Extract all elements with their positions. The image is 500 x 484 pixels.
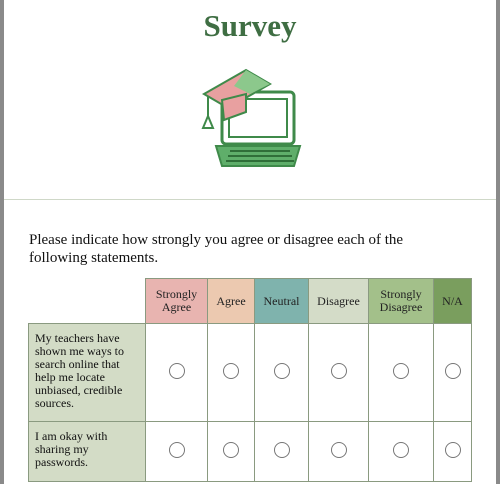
likert-table: Strongly Agree Agree Neutral Disagree Strong… bbox=[28, 278, 472, 482]
radio-button[interactable] bbox=[168, 441, 185, 458]
radio-button[interactable] bbox=[168, 362, 185, 379]
column-header: Disagree bbox=[308, 278, 369, 324]
radio-button[interactable] bbox=[393, 362, 409, 379]
option-cell bbox=[254, 421, 309, 482]
radio-button[interactable] bbox=[444, 362, 461, 379]
option-cell bbox=[308, 421, 369, 482]
radio-button[interactable] bbox=[393, 441, 409, 458]
column-header: Strongly Disagree bbox=[368, 278, 434, 324]
option-cell bbox=[368, 421, 434, 482]
radio-button[interactable] bbox=[223, 441, 239, 458]
option-cell bbox=[308, 323, 369, 422]
statement: I am okay with sharing my passwords. bbox=[28, 421, 146, 482]
column-header: Agree bbox=[207, 278, 255, 324]
survey-page: Survey Please indicate how strongly you … bbox=[4, 0, 496, 484]
statement: My teachers have shown me ways to search… bbox=[28, 323, 146, 422]
option-cell bbox=[254, 323, 309, 422]
radio-button[interactable] bbox=[330, 441, 347, 458]
option-cell bbox=[368, 323, 434, 422]
column-header: N/A bbox=[433, 278, 472, 324]
corner-cell bbox=[28, 278, 146, 324]
option-cell bbox=[433, 323, 472, 422]
laptop-cap-icon bbox=[201, 68, 302, 167]
radio-button[interactable] bbox=[444, 441, 461, 458]
instructions: Please indicate how strongly you agree o… bbox=[29, 232, 404, 266]
column-header: Strongly Agree bbox=[145, 278, 208, 324]
table-body: My teachers have shown me ways to search… bbox=[28, 323, 472, 482]
option-cell bbox=[145, 323, 208, 422]
radio-button[interactable] bbox=[273, 441, 290, 458]
option-cell bbox=[145, 421, 208, 482]
radio-button[interactable] bbox=[330, 362, 347, 379]
title: Survey bbox=[203, 8, 297, 43]
question-row: My teachers have shown me ways to search… bbox=[28, 323, 472, 422]
option-cell bbox=[207, 421, 255, 482]
divider bbox=[4, 199, 496, 200]
header-row: Strongly Agree Agree Neutral Disagree Strong… bbox=[28, 278, 472, 324]
option-cell bbox=[433, 421, 472, 482]
radio-button[interactable] bbox=[223, 362, 239, 379]
column-header: Neutral bbox=[254, 278, 309, 324]
radio-button[interactable] bbox=[273, 362, 290, 379]
option-cell bbox=[207, 323, 255, 422]
question-row: I am okay with sharing my passwords. bbox=[28, 421, 472, 482]
